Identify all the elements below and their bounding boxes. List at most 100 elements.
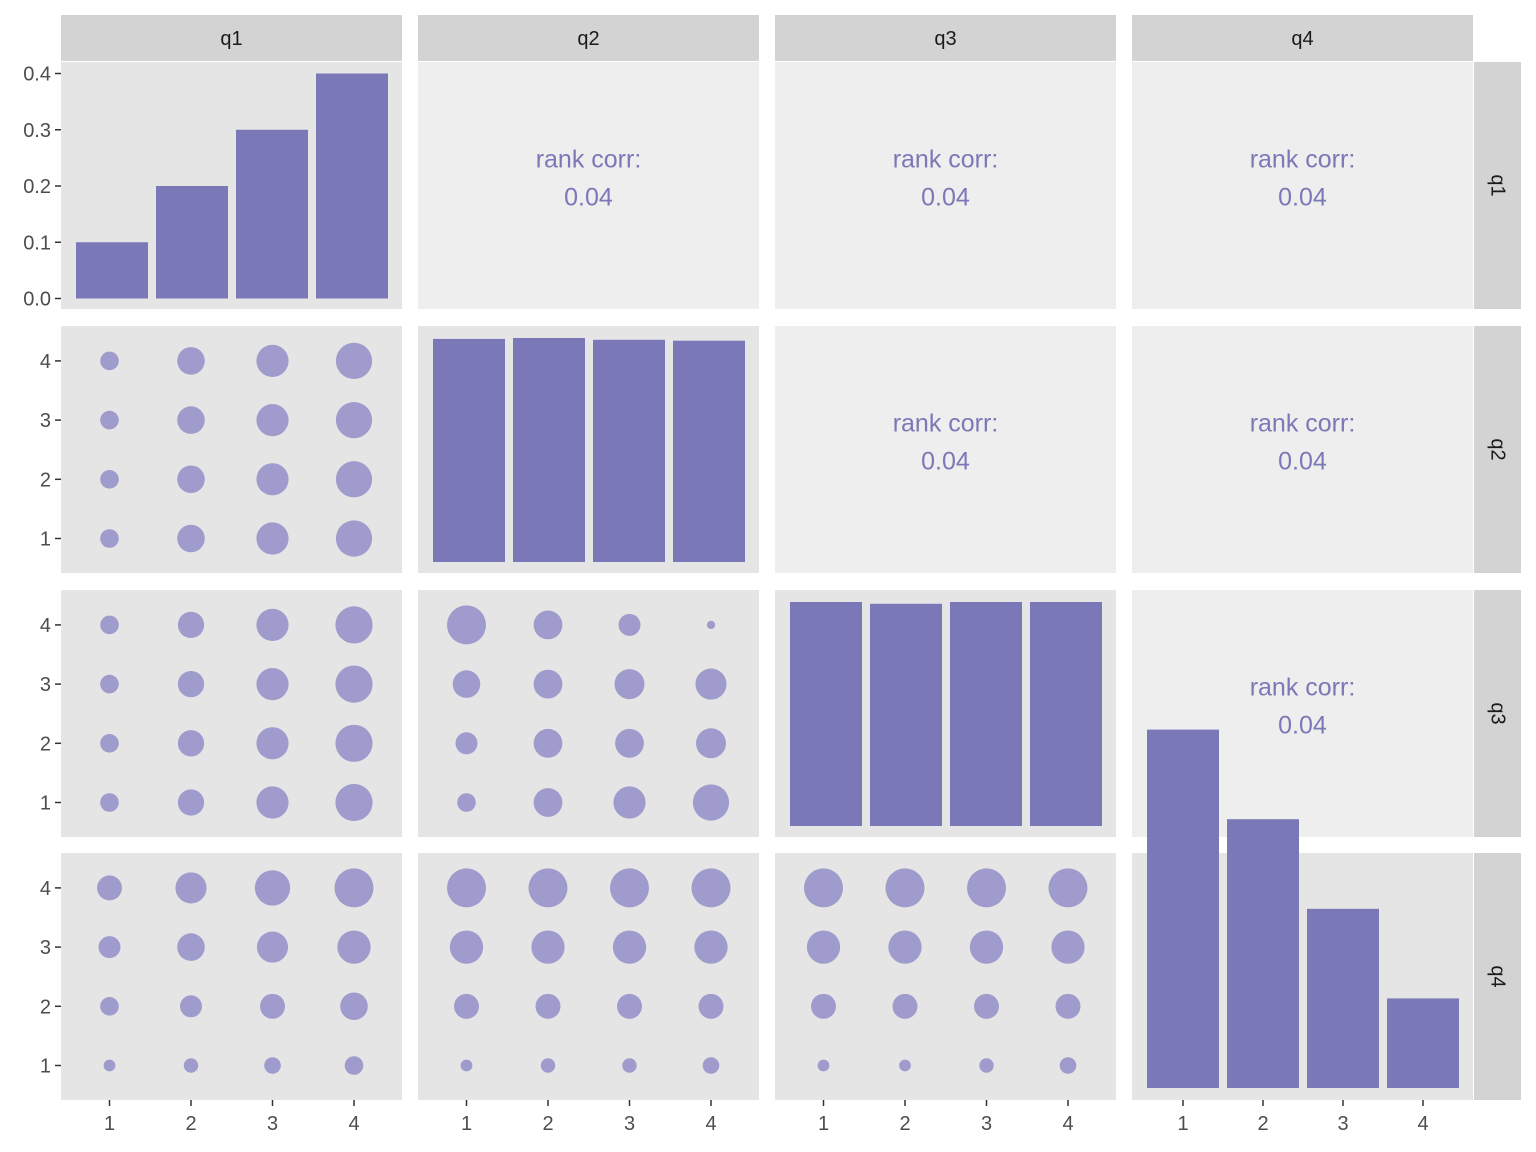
strip-col-q3 (775, 15, 1116, 61)
point-q4-q1-4-4 (334, 868, 374, 908)
point-q3-q1-1-1 (100, 793, 119, 812)
corr-value-q1-q2: 0.04 (564, 184, 613, 212)
point-q3-q1-4-4 (335, 606, 373, 644)
ytick-label-q1-0.2: 0.2 (23, 176, 51, 198)
point-q4-q2-1-4 (447, 868, 486, 908)
point-q3-q1-1-4 (100, 615, 119, 635)
xtick-label-q3-1: 1 (818, 1113, 829, 1135)
bar-q1-4 (316, 73, 388, 299)
strip-row-label-q3: q3 (1487, 702, 1509, 724)
point-q4-q3-1-1 (817, 1059, 830, 1072)
point-q4-q1-2-1 (183, 1058, 199, 1073)
point-q4-q3-2-2 (892, 993, 918, 1019)
point-q4-q2-2-2 (535, 993, 561, 1019)
ytick-label-q4-2: 2 (40, 996, 51, 1018)
point-q4-q3-3-4 (967, 868, 1006, 908)
point-q4-q3-4-2 (1055, 993, 1081, 1019)
ytick-label-q2-4: 4 (40, 351, 51, 373)
strip-row-label-q1: q1 (1487, 174, 1509, 196)
ytick-label-q3-2: 2 (40, 733, 51, 755)
bar-q4-1 (1147, 729, 1219, 1088)
point-q2-q1-3-1 (256, 522, 289, 555)
point-q2-q1-3-3 (256, 404, 289, 437)
point-q3-q2-2-3 (533, 669, 563, 699)
point-q4-q1-1-1 (103, 1059, 116, 1072)
ytick-label-q3-3: 3 (40, 674, 51, 696)
point-q3-q1-4-2 (335, 724, 373, 762)
point-q4-q1-4-3 (337, 930, 371, 964)
point-q4-q2-3-1 (622, 1058, 637, 1073)
point-q3-q2-2-4 (533, 610, 563, 640)
xtick-label-q2-4: 4 (705, 1113, 716, 1135)
point-q2-q1-4-2 (335, 461, 373, 498)
ytick-label-q2-3: 3 (40, 410, 51, 432)
point-q4-q2-1-2 (454, 993, 479, 1019)
strip-row-label-q2: q2 (1487, 438, 1509, 460)
point-q2-q1-2-2 (177, 465, 205, 494)
panel-q1-q2 (418, 62, 759, 309)
point-q4-q1-3-4 (254, 870, 291, 906)
ytick-label-q3-1: 1 (40, 793, 51, 815)
bar-q2-3 (593, 339, 665, 562)
strip-row-q4 (1474, 853, 1521, 1100)
point-q3-q2-3-1 (613, 786, 646, 819)
corr-label-q1-q4: rank corr: (1250, 146, 1356, 174)
point-q4-q1-1-2 (100, 997, 119, 1016)
point-q2-q1-4-4 (335, 342, 373, 380)
point-q4-q3-4-3 (1051, 930, 1085, 964)
strip-col-label-q2: q2 (577, 28, 599, 50)
point-q4-q2-2-3 (531, 930, 565, 964)
corr-value-q3-q4: 0.04 (1278, 712, 1327, 740)
xtick-label-q3-3: 3 (981, 1113, 992, 1135)
ytick-label-q1-0.0: 0.0 (23, 289, 51, 311)
point-q3-q2-1-4 (447, 605, 486, 645)
strip-col-label-q4: q4 (1291, 28, 1313, 50)
point-q4-q2-1-3 (449, 930, 484, 964)
panel-q2-q3 (775, 326, 1116, 573)
point-q3-q2-4-1 (692, 784, 730, 821)
point-q3-q1-3-2 (256, 727, 289, 760)
point-q4-q1-3-2 (260, 993, 285, 1019)
point-q4-q1-1-3 (98, 936, 121, 959)
point-q2-q1-1-2 (100, 470, 119, 489)
strip-col-q2 (418, 15, 759, 61)
point-q3-q2-4-4 (706, 620, 716, 630)
point-q3-q1-2-2 (177, 730, 205, 757)
point-q4-q3-1-3 (806, 930, 841, 964)
corr-label-q2-q4: rank corr: (1250, 410, 1356, 438)
panel-q1-q4 (1132, 62, 1473, 309)
bar-q2-2 (513, 338, 585, 562)
ytick-label-q4-1: 1 (40, 1056, 51, 1078)
xtick-label-q4-3: 3 (1337, 1113, 1348, 1135)
point-q2-q1-1-3 (100, 410, 119, 430)
bar-q4-3 (1307, 908, 1379, 1088)
point-q3-q2-3-2 (615, 728, 644, 758)
point-q3-q2-4-3 (695, 668, 727, 700)
xtick-label-q1-1: 1 (104, 1113, 115, 1135)
point-q2-q1-2-1 (177, 524, 205, 553)
strip-row-q1 (1474, 62, 1521, 309)
point-q3-q1-2-4 (177, 611, 205, 639)
point-q2-q1-3-2 (256, 463, 289, 496)
xtick-label-q2-3: 3 (624, 1113, 635, 1135)
point-q4-q3-4-4 (1048, 868, 1088, 908)
point-q4-q1-2-4 (175, 872, 207, 904)
point-q4-q3-2-3 (888, 930, 922, 964)
bar-q1-3 (236, 129, 308, 299)
point-q2-q1-1-4 (100, 351, 119, 371)
point-q4-q2-1-1 (460, 1059, 473, 1072)
point-q4-q2-4-1 (702, 1057, 720, 1074)
point-q4-q2-2-1 (540, 1058, 556, 1073)
point-q4-q3-1-2 (811, 993, 836, 1019)
xtick-label-q4-4: 4 (1417, 1113, 1428, 1135)
point-q3-q1-3-3 (256, 668, 289, 701)
point-q4-q1-3-3 (256, 931, 289, 963)
point-q4-q1-2-3 (177, 933, 205, 961)
strip-row-q2 (1474, 326, 1521, 573)
bar-q4-2 (1227, 819, 1299, 1088)
bar-q1-2 (156, 186, 228, 299)
xtick-label-q1-2: 2 (185, 1113, 196, 1135)
corr-label-q1-q3: rank corr: (893, 146, 999, 174)
corr-value-q2-q3: 0.04 (921, 448, 970, 476)
ytick-label-q4-3: 3 (40, 937, 51, 959)
